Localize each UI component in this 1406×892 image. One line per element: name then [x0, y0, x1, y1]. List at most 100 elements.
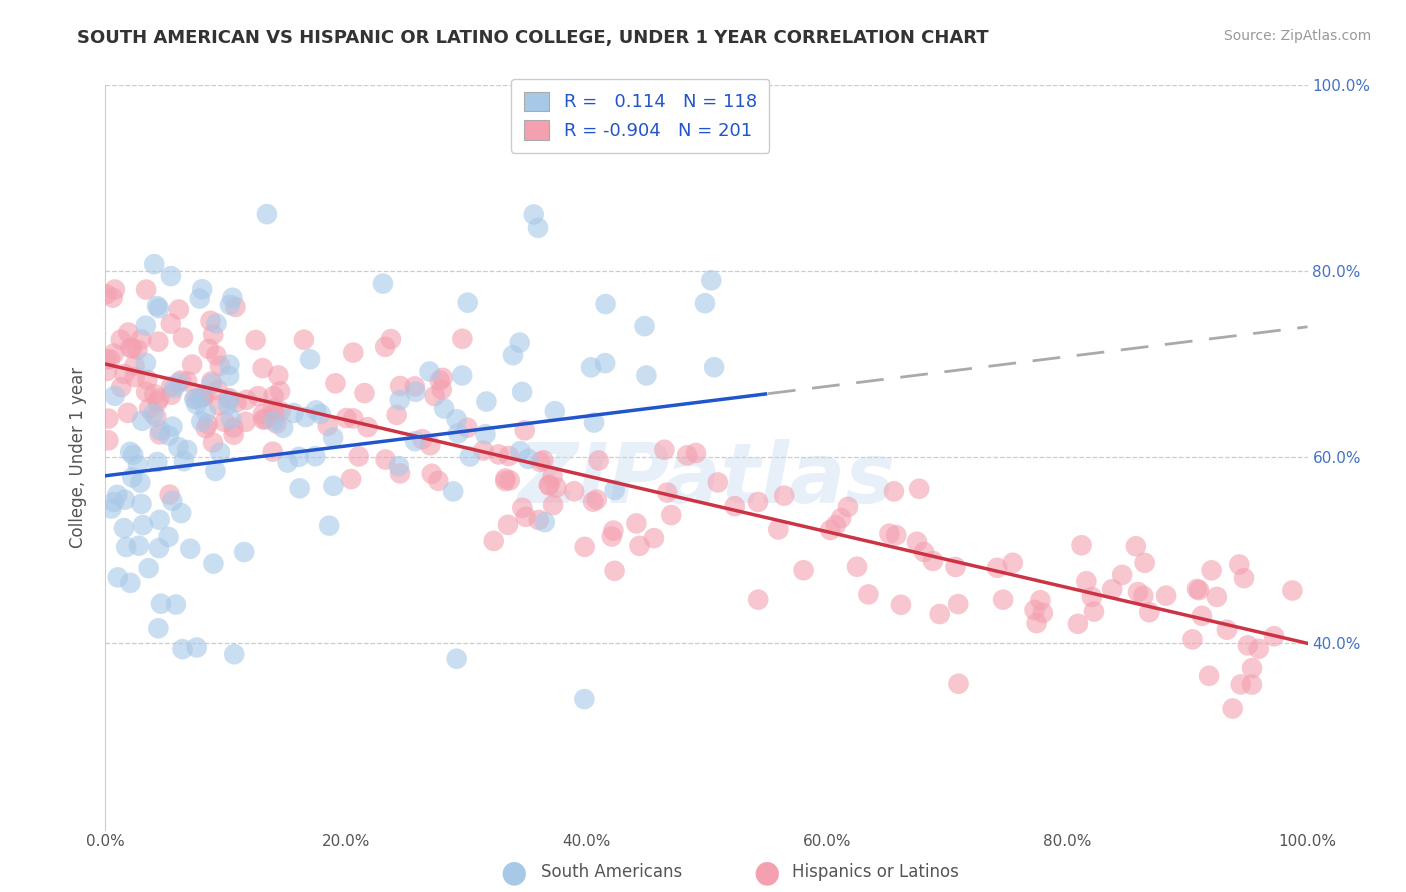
Point [299, 352, 322, 367]
Point [1067, 616, 1090, 631]
Point [340, 472, 363, 486]
Point [136, 373, 159, 387]
Point [222, 420, 245, 434]
Point [127, 458, 149, 472]
Point [117, 326, 139, 340]
Point [159, 488, 181, 502]
Point [194, 405, 217, 419]
Point [830, 511, 852, 525]
Point [165, 598, 187, 612]
Point [472, 443, 495, 458]
Point [247, 389, 270, 403]
Point [884, 528, 907, 542]
Point [209, 445, 232, 459]
Point [544, 404, 567, 418]
Point [218, 368, 240, 383]
Point [502, 348, 524, 362]
Point [1132, 589, 1154, 603]
Point [104, 283, 127, 297]
Point [143, 387, 166, 401]
Point [595, 297, 617, 311]
Point [309, 407, 332, 421]
Point [149, 597, 172, 611]
Point [186, 640, 208, 655]
Point [271, 421, 294, 435]
Point [488, 447, 510, 461]
Point [747, 592, 769, 607]
Point [208, 398, 231, 412]
Point [747, 495, 769, 509]
Point [588, 453, 610, 467]
Point [546, 481, 568, 495]
Point [148, 392, 170, 406]
Text: ZIPatlas: ZIPatlas [517, 439, 896, 520]
Text: Hispanics or Latinos: Hispanics or Latinos [792, 863, 959, 881]
Point [214, 415, 236, 429]
Point [322, 479, 344, 493]
Point [948, 597, 970, 611]
Point [100, 501, 122, 516]
Point [256, 207, 278, 221]
Point [103, 495, 125, 509]
Point [267, 368, 290, 383]
Point [517, 451, 540, 466]
Point [235, 415, 257, 429]
Point [138, 561, 160, 575]
Point [1181, 632, 1204, 647]
Point [1241, 661, 1264, 675]
Point [218, 358, 240, 372]
Point [389, 379, 412, 393]
Point [179, 541, 201, 556]
Point [219, 298, 242, 312]
Point [602, 524, 624, 538]
Point [1025, 616, 1047, 631]
Point [441, 484, 464, 499]
Point [96, 352, 118, 367]
Point [201, 376, 224, 391]
Text: ●: ● [754, 858, 779, 887]
Point [1024, 603, 1046, 617]
Point [122, 448, 145, 462]
Point [225, 395, 247, 409]
Point [191, 282, 214, 296]
Point [142, 407, 165, 421]
Point [269, 384, 291, 399]
Point [288, 450, 311, 464]
Point [574, 540, 596, 554]
Point [529, 455, 551, 469]
Point [643, 531, 665, 545]
Point [188, 292, 211, 306]
Point [385, 408, 408, 422]
Point [523, 207, 546, 221]
Point [1001, 556, 1024, 570]
Point [224, 647, 246, 661]
Point [676, 448, 699, 462]
Point [707, 475, 730, 490]
Point [912, 545, 935, 559]
Point [288, 481, 311, 495]
Point [107, 570, 129, 584]
Point [837, 500, 859, 514]
Point [1101, 582, 1123, 597]
Point [1191, 608, 1213, 623]
Point [427, 474, 450, 488]
Point [103, 346, 125, 360]
Point [167, 440, 190, 454]
Legend: R =   0.114   N = 118, R = -0.904   N = 201: R = 0.114 N = 118, R = -0.904 N = 201 [512, 78, 769, 153]
Point [347, 450, 370, 464]
Point [538, 478, 561, 492]
Point [207, 383, 229, 397]
Point [585, 492, 607, 507]
Point [233, 545, 256, 559]
Point [197, 342, 219, 356]
Point [1154, 589, 1177, 603]
Point [533, 515, 555, 529]
Point [110, 380, 132, 394]
Point [304, 449, 326, 463]
Point [218, 392, 240, 407]
Point [121, 342, 143, 356]
Point [1229, 677, 1251, 691]
Point [1281, 583, 1303, 598]
Point [908, 482, 931, 496]
Point [1070, 538, 1092, 552]
